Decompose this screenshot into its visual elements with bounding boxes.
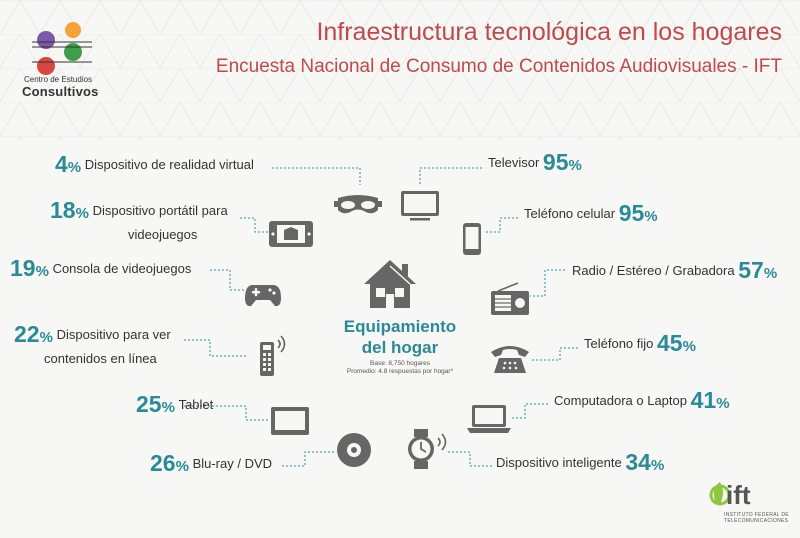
- item-telefono-fijo: Teléfono fijo 45%: [584, 332, 696, 356]
- item-label: Computadora o Laptop: [554, 393, 687, 408]
- pct-value: 95%: [542, 149, 582, 175]
- pct-value: 22%: [14, 321, 53, 347]
- item-label: Radio / Estéreo / Grabadora: [572, 263, 735, 278]
- item-dispositivo-streaming: 22% Dispositivo para ver: [14, 323, 171, 347]
- pct-value: 26%: [150, 450, 189, 476]
- tablet-icon: [270, 406, 310, 436]
- ift-name: ift: [726, 480, 751, 510]
- landline-phone-icon: [490, 344, 530, 374]
- smartwatch-icon: [408, 428, 452, 470]
- page-title: Infraestructura tecnológica en los hogar…: [316, 18, 782, 46]
- pct-value: 34%: [625, 449, 665, 475]
- center-title-line1: Equipamiento: [343, 317, 457, 336]
- item-consola: 19% Consola de videojuegos: [10, 257, 192, 281]
- item-tablet: 25% Tablet: [136, 393, 214, 417]
- item-celular: Teléfono celular 95%: [524, 202, 658, 226]
- smartphone-icon: [462, 222, 482, 256]
- base-text: Base: 8,750 hogares: [370, 360, 430, 367]
- center-title-line2: del hogar: [361, 338, 439, 357]
- ift-subtitle-line1: INSTITUTO FEDERAL DE: [724, 512, 789, 518]
- item-label: Blu-ray / DVD: [192, 456, 273, 471]
- item-label: Dispositivo portátil para: [92, 203, 228, 218]
- streaming-remote-icon: [258, 332, 292, 378]
- item-televisor: Televisor 95%: [488, 151, 582, 175]
- item-dispositivo-inteligente: Dispositivo inteligente 34%: [496, 451, 664, 475]
- pct-value: 45%: [657, 330, 696, 356]
- pct-value: 95%: [618, 200, 658, 226]
- vr-headset-icon: [334, 192, 382, 218]
- item-label: Dispositivo para ver: [56, 327, 171, 342]
- centro-estudios-logo: [32, 22, 92, 75]
- gamepad-icon: [244, 282, 282, 308]
- item-realidad-virtual: 4% Dispositivo de realidad virtual: [55, 153, 254, 177]
- item-bluray: 26% Blu-ray / DVD: [150, 452, 273, 476]
- item-computadora: Computadora o Laptop 41%: [554, 389, 730, 413]
- item-label: Teléfono celular: [524, 206, 616, 221]
- logo-text-line1: Centro de Estudios: [24, 75, 93, 84]
- item-label: Dispositivo de realidad virtual: [84, 157, 254, 172]
- pct-value: 18%: [50, 197, 89, 223]
- pct-value: 57%: [738, 257, 778, 283]
- handheld-console-icon: [268, 220, 314, 248]
- item-portatil-videojuegos: 18% Dispositivo portátil para: [50, 199, 228, 223]
- disc-icon: [336, 432, 372, 468]
- logo-text-line2: Consultivos: [22, 84, 99, 99]
- item-label: Dispositivo inteligente: [496, 455, 622, 470]
- ift-subtitle-line2: TELECOMUNICACIONES: [724, 518, 789, 524]
- tv-icon: [400, 190, 440, 222]
- page-subtitle: Encuesta Nacional de Consumo de Contenid…: [215, 56, 782, 77]
- radio-icon: [490, 282, 530, 316]
- center-base-note: Base: 8,750 hogares Promedio: 4.8 respue…: [310, 360, 490, 376]
- laptop-icon: [466, 404, 512, 434]
- pct-value: 19%: [10, 255, 49, 281]
- pct-value: 41%: [690, 387, 730, 413]
- item-label: Televisor: [488, 155, 540, 170]
- house-icon: [362, 258, 418, 310]
- item-label: Tablet: [178, 397, 214, 412]
- item-label: Consola de videojuegos: [52, 261, 192, 276]
- pct-value: 4%: [55, 151, 82, 177]
- average-text: Promedio: 4.8 respuestas por hogar*: [346, 368, 454, 375]
- pct-value: 25%: [136, 391, 175, 417]
- ift-logo-leaf-icon: [709, 482, 731, 506]
- item-label-line2: videojuegos: [128, 227, 198, 242]
- item-label-line2: contenidos en línea: [44, 351, 157, 366]
- item-radio: Radio / Estéreo / Grabadora 57%: [572, 259, 777, 283]
- center-title: Equipamiento del hogar: [322, 316, 478, 358]
- item-label: Teléfono fijo: [584, 336, 654, 351]
